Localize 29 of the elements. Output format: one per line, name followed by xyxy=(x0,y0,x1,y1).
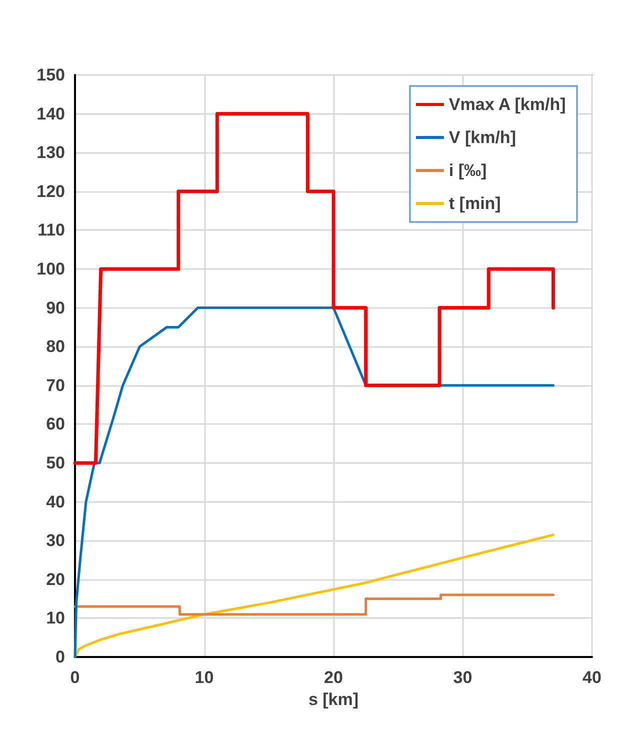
y-tick-label: 150 xyxy=(36,66,65,84)
y-tick-label: 50 xyxy=(46,454,65,472)
y-tick-label: 100 xyxy=(36,260,65,278)
y-tick-label: 130 xyxy=(36,143,65,162)
line-series xyxy=(73,112,555,465)
legend-label: Vmax A [km/h] xyxy=(448,95,566,114)
y-tick-label: 90 xyxy=(46,298,65,318)
x-tick-label: 40 xyxy=(582,668,602,687)
y-tick-label: 110 xyxy=(38,220,65,240)
y-tick-label: 30 xyxy=(46,531,65,550)
y-tick-label: 40 xyxy=(46,492,65,512)
line-series xyxy=(74,594,554,616)
x-axis-title: s [km] xyxy=(308,690,359,709)
x-tick-label: 30 xyxy=(453,668,472,687)
legend-label: V [km/h] xyxy=(448,128,516,147)
y-tick-label: 70 xyxy=(46,376,65,395)
legend-label: i [‰] xyxy=(448,161,487,180)
y-tick-label: 20 xyxy=(46,570,65,589)
y-tick-label: 60 xyxy=(46,414,65,434)
x-tick-label: 20 xyxy=(324,668,343,687)
y-tick-label: 80 xyxy=(46,337,65,356)
y-tick-label: 0 xyxy=(56,648,65,666)
line-series xyxy=(74,534,554,658)
y-tick-label: 10 xyxy=(46,608,65,628)
legend-label: t [min] xyxy=(448,194,501,213)
y-tick-label: 120 xyxy=(36,182,65,201)
x-tick-label: 10 xyxy=(194,668,214,687)
y-tick-label: 140 xyxy=(36,104,65,124)
x-tick-label: 0 xyxy=(70,668,80,687)
